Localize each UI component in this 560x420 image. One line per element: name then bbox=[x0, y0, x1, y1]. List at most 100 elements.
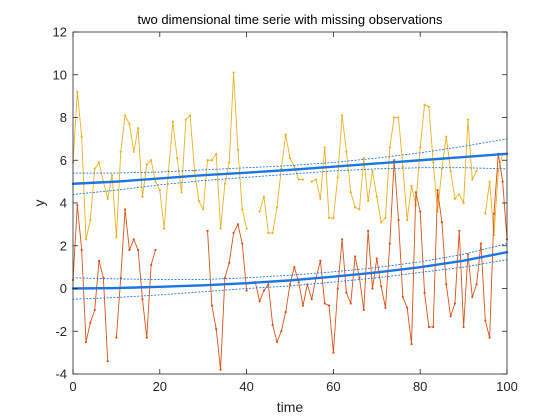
series-0-point bbox=[445, 135, 448, 138]
series-0-point bbox=[228, 161, 231, 164]
series-1-point bbox=[393, 159, 396, 162]
series-0-point bbox=[258, 210, 261, 213]
series-0-point bbox=[432, 161, 435, 164]
series-0-point bbox=[89, 219, 92, 222]
series-1-point bbox=[410, 342, 413, 346]
series-1-point bbox=[215, 328, 218, 331]
series-0-point bbox=[288, 157, 292, 160]
series-1-point bbox=[145, 336, 148, 339]
x-axis-label: time bbox=[277, 399, 304, 415]
series-0-point bbox=[137, 127, 140, 130]
series-0-point bbox=[184, 118, 187, 121]
series-1-point bbox=[275, 340, 279, 344]
series-0-point bbox=[110, 174, 114, 177]
series-1-point bbox=[479, 242, 483, 245]
series-0-point bbox=[345, 150, 348, 153]
series-0-point bbox=[362, 157, 365, 160]
series-0-point bbox=[340, 114, 344, 117]
series-0-point bbox=[354, 206, 357, 209]
series-1-point bbox=[258, 300, 261, 303]
series-0-point bbox=[115, 236, 118, 239]
series-0-point bbox=[367, 199, 370, 202]
series-1-point bbox=[301, 304, 305, 307]
series-0-point bbox=[371, 169, 374, 173]
series-1-point bbox=[449, 315, 452, 318]
series-0-point bbox=[284, 133, 287, 136]
series-2 bbox=[71, 152, 509, 185]
series-0-point bbox=[488, 180, 491, 183]
series-1-point bbox=[150, 263, 153, 267]
series-1-point bbox=[284, 310, 287, 314]
series-1-point bbox=[340, 238, 344, 241]
series-0-point bbox=[197, 199, 200, 202]
series-1-point bbox=[115, 336, 118, 339]
series-0-point bbox=[215, 152, 218, 155]
series-1-point bbox=[137, 248, 140, 252]
series-2-line-0 bbox=[71, 152, 509, 185]
series-1-point bbox=[380, 285, 383, 288]
series-4-line-0 bbox=[72, 138, 508, 174]
series-0-point bbox=[458, 193, 461, 196]
series-0-point bbox=[471, 178, 474, 181]
series-0-point bbox=[310, 180, 313, 183]
series-1-point bbox=[123, 208, 127, 211]
series-1-point bbox=[323, 302, 326, 305]
series-1-point bbox=[280, 330, 283, 333]
series-0-point bbox=[150, 159, 153, 162]
series-0-point bbox=[375, 195, 378, 198]
series-1-point bbox=[319, 259, 322, 262]
series-0-point bbox=[423, 103, 426, 106]
series-1-point bbox=[293, 266, 296, 269]
series-0-point bbox=[145, 163, 148, 166]
series-0-point bbox=[462, 201, 465, 205]
series-0-point bbox=[327, 216, 331, 220]
series-1-point bbox=[501, 180, 504, 183]
series-1-point bbox=[401, 295, 404, 299]
series-1-point bbox=[458, 229, 461, 232]
y-tick-label: 8 bbox=[60, 110, 67, 125]
series-1-point bbox=[84, 340, 88, 344]
series-0-point bbox=[406, 219, 409, 222]
series-1-point bbox=[427, 325, 430, 329]
series-1-point bbox=[367, 229, 370, 232]
series-1-point bbox=[119, 276, 122, 279]
series-3-line-0 bbox=[71, 250, 509, 290]
series-1-point bbox=[132, 238, 135, 241]
x-tick-label: 60 bbox=[326, 379, 340, 394]
series-0-point bbox=[154, 180, 157, 183]
series-0-point bbox=[393, 116, 396, 119]
series-0-point bbox=[232, 71, 235, 74]
series-1-point bbox=[492, 212, 496, 215]
series-0-point bbox=[158, 189, 161, 192]
series-0-point bbox=[427, 105, 430, 108]
series-0-point bbox=[171, 120, 174, 123]
series-1-point bbox=[219, 368, 222, 371]
series-1-point bbox=[241, 242, 244, 245]
series-0-point bbox=[97, 161, 101, 164]
series-0-point bbox=[163, 227, 166, 230]
series-7 bbox=[72, 259, 508, 300]
series-0-point bbox=[332, 216, 335, 220]
series-0-point bbox=[440, 167, 443, 170]
y-tick-label: 12 bbox=[53, 25, 67, 40]
x-tick-label: 80 bbox=[413, 379, 427, 394]
series-1-point bbox=[141, 298, 144, 301]
series-5 bbox=[72, 167, 508, 195]
series-0-point bbox=[245, 227, 248, 230]
series-3 bbox=[71, 250, 509, 290]
series-4 bbox=[72, 138, 508, 174]
series-0-point bbox=[271, 231, 274, 235]
series-0-point bbox=[119, 150, 122, 153]
series-1-point bbox=[397, 219, 400, 222]
series-1-point bbox=[406, 306, 409, 309]
y-tick-label: 2 bbox=[60, 238, 67, 253]
y-tick-label: -4 bbox=[55, 367, 67, 382]
series-1-point bbox=[106, 360, 109, 363]
series-5-line-0 bbox=[72, 167, 508, 195]
series-1-point bbox=[332, 351, 335, 354]
series-0-point bbox=[358, 208, 361, 211]
series-1-point bbox=[432, 325, 435, 329]
series-1-line-1 bbox=[115, 208, 156, 339]
series-1-point bbox=[336, 287, 339, 290]
series-1-point bbox=[466, 253, 470, 256]
